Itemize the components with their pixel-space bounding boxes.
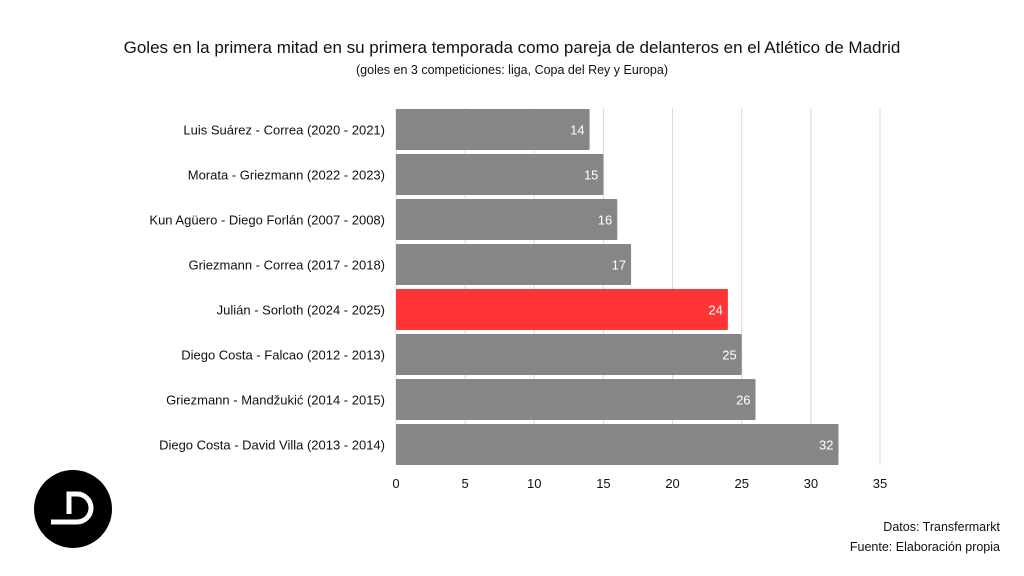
- credit: Fuente: Elaboración propia: [849, 540, 1000, 554]
- chart-title: Goles en la primera mitad en su primera …: [123, 38, 901, 57]
- category-label: Julián - Sorloth (2024 - 2025): [217, 303, 385, 318]
- category-label: Griezmann - Mandžukić (2014 - 2015): [166, 393, 385, 408]
- x-tick-label: 30: [804, 476, 818, 491]
- x-tick-label: 35: [873, 476, 887, 491]
- data-label: 24: [708, 303, 722, 318]
- data-label: 32: [819, 438, 833, 453]
- x-tick-label: 0: [392, 476, 399, 491]
- category-label: Kun Agüero - Diego Forlán (2007 - 2008): [149, 213, 385, 228]
- bar: [396, 424, 839, 465]
- data-label: 17: [612, 258, 626, 273]
- data-label: 25: [722, 348, 736, 363]
- chart-subtitle: (goles en 3 competiciones: liga, Copa de…: [356, 63, 668, 77]
- bar: [396, 379, 756, 420]
- category-label: Morata - Griezmann (2022 - 2023): [188, 168, 385, 183]
- category-label: Griezmann - Correa (2017 - 2018): [188, 258, 385, 273]
- bar: [396, 334, 742, 375]
- x-tick-label: 10: [527, 476, 541, 491]
- data-source: Datos: Transfermarkt: [883, 520, 1000, 534]
- data-label: 15: [584, 168, 598, 183]
- bar: [396, 289, 728, 330]
- x-tick-label: 20: [665, 476, 679, 491]
- bar: [396, 244, 632, 285]
- x-tick-label: 25: [734, 476, 748, 491]
- bar: [396, 154, 604, 195]
- data-label: 16: [598, 213, 612, 228]
- category-label: Luis Suárez - Correa (2020 - 2021): [183, 123, 385, 138]
- bar: [396, 109, 590, 150]
- bar: [396, 199, 618, 240]
- category-label: Diego Costa - Falcao (2012 - 2013): [181, 348, 385, 363]
- category-label: Diego Costa - David Villa (2013 - 2014): [159, 438, 385, 453]
- x-tick-label: 5: [462, 476, 469, 491]
- data-label: 14: [570, 123, 584, 138]
- data-label: 26: [736, 393, 750, 408]
- x-tick-label: 15: [596, 476, 610, 491]
